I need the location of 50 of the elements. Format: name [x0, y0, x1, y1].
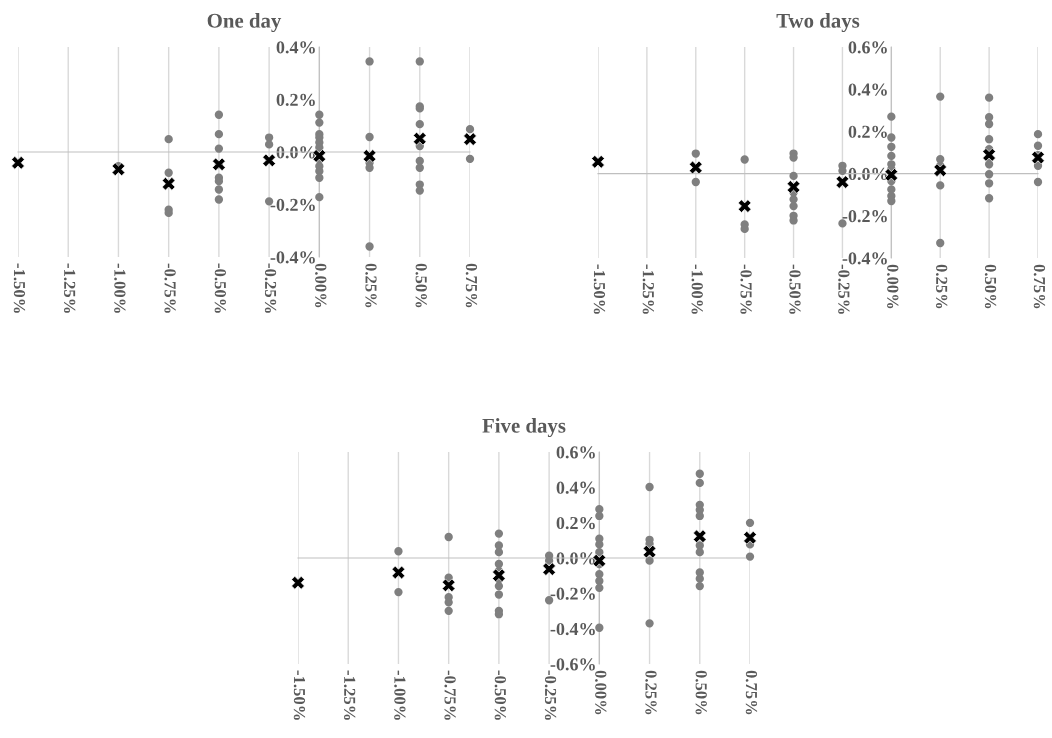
x-tick-label: -0.25% [544, 670, 557, 720]
y-tick-label: 0.2% [276, 93, 315, 107]
y-tick-label: 0.4% [848, 83, 887, 96]
x-tick-label: 0.25% [365, 263, 377, 308]
x-tick-label: 0.00% [595, 670, 607, 715]
x-tick-label: -1.25% [63, 263, 76, 313]
y-tick-label: 0.6% [848, 41, 887, 54]
x-tick-label: 0.50% [984, 264, 997, 309]
x-tick-label: -1.25% [642, 264, 654, 314]
x-tick-label: -0.75% [444, 670, 456, 720]
y-tick-label: 0.0% [276, 146, 315, 159]
x-tick-label: 0.75% [1033, 264, 1046, 309]
y-tick-label: 0.4% [276, 41, 315, 54]
x-tick-label: 0.00% [887, 264, 899, 309]
chart-title: Five days [482, 418, 566, 438]
x-tick-label: -1.50% [13, 263, 26, 313]
x-tick-label: -0.25% [838, 264, 850, 314]
x-tick-label: 0.25% [935, 264, 948, 309]
x-tick-label: 0.50% [695, 670, 707, 715]
x-tick-label: -1.50% [293, 670, 306, 720]
x-tick-label: -1.00% [394, 670, 406, 720]
y-tick-label: -0.6% [550, 658, 595, 671]
x-tick-label: -1.00% [114, 263, 126, 313]
y-tick-label: -0.4% [270, 251, 315, 264]
chart-title: One day [207, 13, 282, 33]
y-tick-label: -0.4% [550, 622, 595, 636]
x-tick-label: -0.75% [164, 263, 176, 313]
y-tick-label: -0.2% [842, 210, 887, 223]
x-tick-label: -0.50% [789, 264, 801, 314]
chart-title: Two days [776, 13, 860, 33]
y-tick-label: 0.4% [556, 481, 595, 494]
x-tick-label: 0.75% [465, 263, 478, 308]
y-tick-label: 0.6% [556, 446, 595, 459]
x-tick-label: 0.00% [315, 263, 327, 308]
x-tick-label: 0.50% [415, 263, 427, 308]
x-tick-label: -1.50% [593, 264, 606, 314]
x-tick-label: 0.75% [745, 670, 758, 715]
x-tick-label: -1.25% [343, 670, 356, 720]
y-tick-label: -0.2% [550, 587, 595, 600]
x-tick-label: 0.25% [645, 670, 657, 715]
y-tick-label: 0.2% [556, 516, 595, 530]
y-tick-label: 0.2% [848, 125, 887, 138]
y-tick-label: -0.4% [842, 252, 887, 265]
x-tick-label: -0.75% [740, 264, 752, 314]
x-tick-label: -0.50% [214, 263, 226, 313]
x-tick-label: -0.50% [494, 670, 506, 720]
y-tick-label: 0.0% [556, 552, 595, 565]
x-tick-label: -0.25% [264, 263, 277, 313]
x-tick-label: -1.00% [691, 264, 703, 314]
y-tick-label: -0.2% [270, 198, 315, 212]
